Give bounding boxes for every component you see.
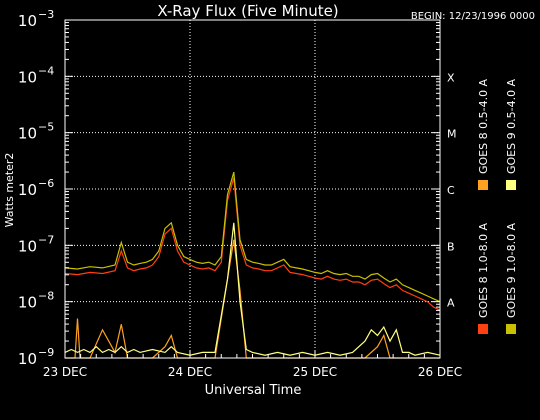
- y-tick-label: 10: [18, 237, 37, 255]
- flare-class-label-C: C: [447, 184, 455, 197]
- y-tick-label: 10: [18, 12, 37, 30]
- legend: GOES 8 1.0-8.0 A GOES 8 0.5-4.0 A GOES 9 1…: [477, 78, 518, 334]
- series-line-1: [64, 177, 441, 311]
- y-tick-label: 10: [18, 294, 37, 312]
- y-tick-exponent: −8: [38, 290, 54, 303]
- y-tick-exponent: −7: [38, 233, 54, 246]
- y-axis-label: Watts meter2: [3, 153, 16, 228]
- grid-layer: [65, 20, 440, 358]
- legend-label-3: GOES 9 1.0-8.0 A: [505, 222, 518, 318]
- y-tick-label: 10: [18, 125, 37, 143]
- flare-class-label-M: M: [447, 128, 457, 141]
- x-tick-label: 24 DEC: [168, 365, 212, 379]
- flare-class-label-A: A: [447, 297, 455, 310]
- y-tick-label: 10: [18, 68, 37, 86]
- x-axis-label: Universal Time: [205, 383, 302, 398]
- legend-label-1: GOES 8 1.0-8.0 A: [477, 222, 490, 318]
- flare-class-label-B: B: [447, 240, 455, 253]
- legend-label-4: GOES 9 0.5-4.0 A: [505, 78, 518, 174]
- x-tick-label: 26 DEC: [418, 365, 462, 379]
- series-line-4: [64, 222, 441, 356]
- y-tick-exponent: −3: [38, 8, 54, 21]
- y-tick-exponent: −9: [38, 346, 54, 359]
- x-tick-label: 23 DEC: [43, 365, 87, 379]
- y-tick-label: 10: [18, 350, 37, 368]
- series-line-3: [64, 171, 441, 303]
- y-tick-exponent: −6: [38, 177, 54, 190]
- x-tick-label: 25 DEC: [293, 365, 337, 379]
- flare-class-label-X: X: [447, 71, 455, 84]
- legend-label-2: GOES 8 0.5-4.0 A: [477, 78, 490, 174]
- begin-label: BEGIN: 12/23/1996 0000: [411, 11, 535, 22]
- y-tick-label: 10: [18, 181, 37, 199]
- legend-swatch-3: [506, 324, 516, 334]
- y-tick-exponent: −5: [38, 121, 54, 134]
- legend-swatch-4: [506, 180, 516, 190]
- y-tick-exponent: −4: [38, 64, 54, 77]
- legend-swatch-1: [478, 324, 488, 334]
- chart-title: X-Ray Flux (Five Minute): [157, 2, 338, 20]
- legend-swatch-2: [478, 180, 488, 190]
- series-layer: [64, 171, 441, 359]
